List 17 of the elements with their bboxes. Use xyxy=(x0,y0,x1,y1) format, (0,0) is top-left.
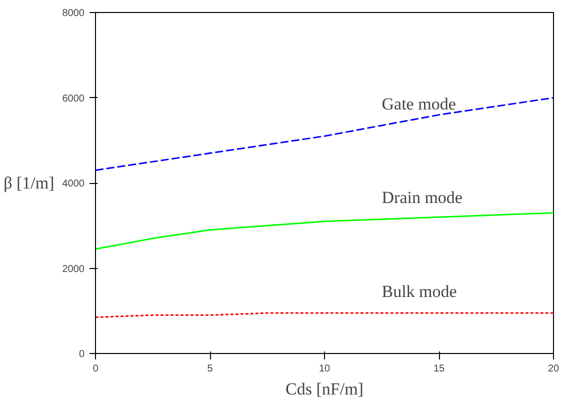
x-tick-label: 20 xyxy=(548,364,560,374)
x-tick-label: 0 xyxy=(92,364,99,374)
series-label: Drain mode xyxy=(382,188,462,208)
line-series xyxy=(96,97,554,171)
y-axis-title: β [1/m] xyxy=(4,174,54,192)
y-tick-label: 6000 xyxy=(62,93,85,104)
y-tick-label: 2000 xyxy=(62,264,85,275)
y-tick-label: 8000 xyxy=(62,8,85,19)
y-tick-label: 4000 xyxy=(62,178,85,190)
y-tick-label: 0 xyxy=(78,349,85,360)
x-tick-label: 15 xyxy=(433,364,445,374)
x-axis-title: Cds [nF/m] xyxy=(286,380,364,398)
line-series xyxy=(96,212,554,250)
series-label: Bulk mode xyxy=(382,282,457,302)
x-tick-label: 5 xyxy=(207,364,214,374)
x-tick-label: 10 xyxy=(318,364,330,374)
series-label: Gate mode xyxy=(382,94,456,114)
